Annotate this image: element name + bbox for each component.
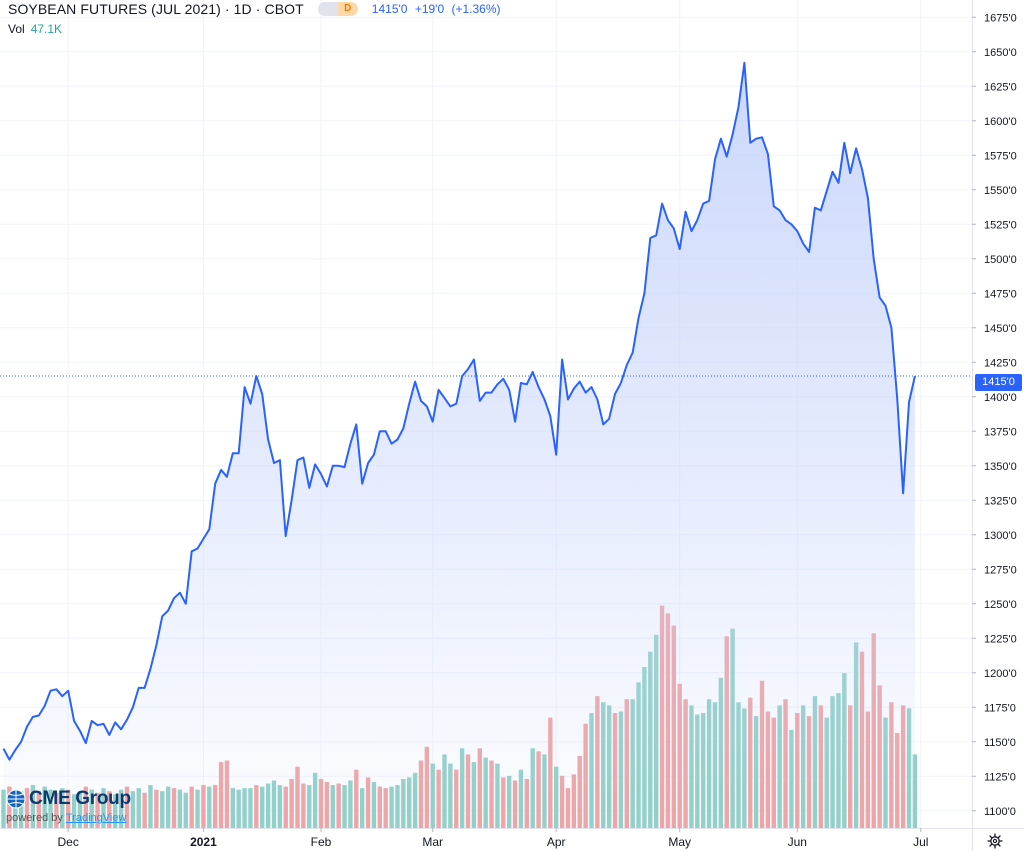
price-tick-label: 1100'0: [984, 806, 1016, 818]
price-info: 1415'0 +19'0 (+1.36%): [372, 2, 505, 16]
cme-brand-text: CME Group: [29, 788, 131, 809]
powered-by: powered by TradingView: [6, 812, 131, 824]
price-tick-label: 1650'0: [984, 47, 1017, 59]
status-badges: D: [317, 2, 358, 16]
price-tick-label: 1350'0: [984, 461, 1017, 473]
price-tick-label: 1675'0: [984, 12, 1017, 24]
price-tick-label: 1150'0: [984, 737, 1016, 749]
volume-label: Vol: [8, 22, 25, 36]
price-tick-label: 1400'0: [984, 392, 1017, 404]
time-tick-label: 2021: [190, 835, 217, 849]
volume-legend[interactable]: Vol 47.1K: [8, 22, 62, 36]
price-line: [2, 61, 916, 761]
price-tick-label: 1275'0: [984, 564, 1017, 576]
price-tick-label: 1125'0: [984, 771, 1016, 783]
gear-icon[interactable]: [987, 833, 1003, 849]
time-tick-label: Jul: [913, 835, 928, 849]
price-change: +19'0: [414, 2, 445, 16]
price-tick-label: 1475'0: [984, 288, 1017, 300]
price-tick-label: 1600'0: [984, 116, 1017, 128]
price-tick-label: 1575'0: [984, 150, 1017, 162]
cme-globe-icon: [6, 789, 26, 809]
price-tick-label: 1450'0: [984, 323, 1017, 335]
time-tick-label: Dec: [58, 835, 79, 849]
powered-by-text: powered by: [6, 812, 63, 824]
last-price-tag: 1415'0: [975, 374, 1022, 391]
price-tick-label: 1525'0: [984, 219, 1017, 231]
time-tick-label: May: [668, 835, 691, 849]
volume-bar: [1, 789, 6, 828]
symbol-title[interactable]: SOYBEAN FUTURES (JUL 2021) · 1D · CBOT: [8, 1, 304, 17]
price-tick-label: 1175'0: [984, 702, 1016, 714]
time-tick-label: Apr: [547, 835, 566, 849]
tradingview-link[interactable]: TradingView: [65, 812, 127, 824]
price-tick-label: 1325'0: [984, 495, 1017, 507]
price-tick-label: 1200'0: [984, 668, 1017, 680]
chart-header: SOYBEAN FUTURES (JUL 2021) · 1D · CBOT D…: [8, 1, 505, 17]
price-tick-label: 1550'0: [984, 185, 1017, 197]
delayed-badge[interactable]: D: [337, 2, 358, 16]
time-tick-label: Feb: [311, 835, 332, 849]
time-tick-label: Mar: [422, 835, 443, 849]
price-tick-label: 1500'0: [984, 254, 1017, 266]
price-area: [0, 61, 972, 829]
watermark[interactable]: CME Group powered by TradingView: [6, 788, 131, 824]
price-area-fill: [3, 62, 915, 829]
price-tick-label: 1225'0: [984, 633, 1017, 645]
time-tick-label: Jun: [788, 835, 807, 849]
price-tick-label: 1625'0: [984, 81, 1017, 93]
price-tick-label: 1425'0: [984, 357, 1017, 369]
market-status-badge[interactable]: [317, 2, 338, 16]
cme-logo: CME Group: [6, 788, 131, 810]
volume-value: 47.1K: [30, 22, 63, 36]
price-change-pct: (+1.36%): [451, 2, 501, 16]
price-tick-label: 1300'0: [984, 530, 1017, 542]
last-price: 1415'0: [371, 2, 408, 16]
price-tick-label: 1375'0: [984, 426, 1017, 438]
price-tick-label: 1250'0: [984, 599, 1017, 611]
